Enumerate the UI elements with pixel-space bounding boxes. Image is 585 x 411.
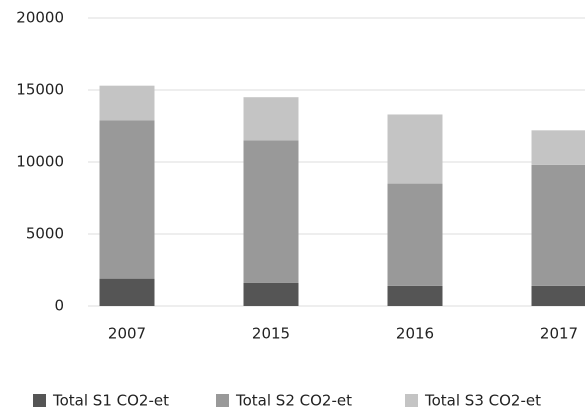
bar-segment (99, 85, 155, 121)
legend-swatch (216, 394, 229, 407)
legend-label: Total S1 CO2-et (52, 392, 169, 410)
bar-segment (243, 97, 299, 141)
legend-label: Total S2 CO2-et (235, 392, 352, 410)
bar-segment (531, 285, 585, 306)
legend-swatch (405, 394, 418, 407)
x-tick-label: 2015 (252, 325, 290, 343)
bar-segment (387, 183, 443, 286)
y-tick-label: 5000 (26, 225, 64, 243)
x-tick-label: 2016 (396, 325, 434, 343)
legend-label: Total S3 CO2-et (424, 392, 541, 410)
bar-segment (99, 120, 155, 279)
bar-segment (531, 130, 585, 165)
bar-segment (531, 164, 585, 286)
x-tick-label: 2017 (540, 325, 578, 343)
y-tick-label: 10000 (16, 153, 64, 171)
y-tick-label: 15000 (16, 81, 64, 99)
x-tick-label: 2007 (108, 325, 146, 343)
legend-swatch (33, 394, 46, 407)
bar-segment (243, 140, 299, 283)
bar-segment (387, 114, 443, 184)
bar-segment (243, 282, 299, 306)
bar-segment (99, 278, 155, 306)
y-tick-label: 20000 (16, 9, 64, 27)
y-tick-label: 0 (54, 297, 64, 315)
bar-segment (387, 285, 443, 306)
